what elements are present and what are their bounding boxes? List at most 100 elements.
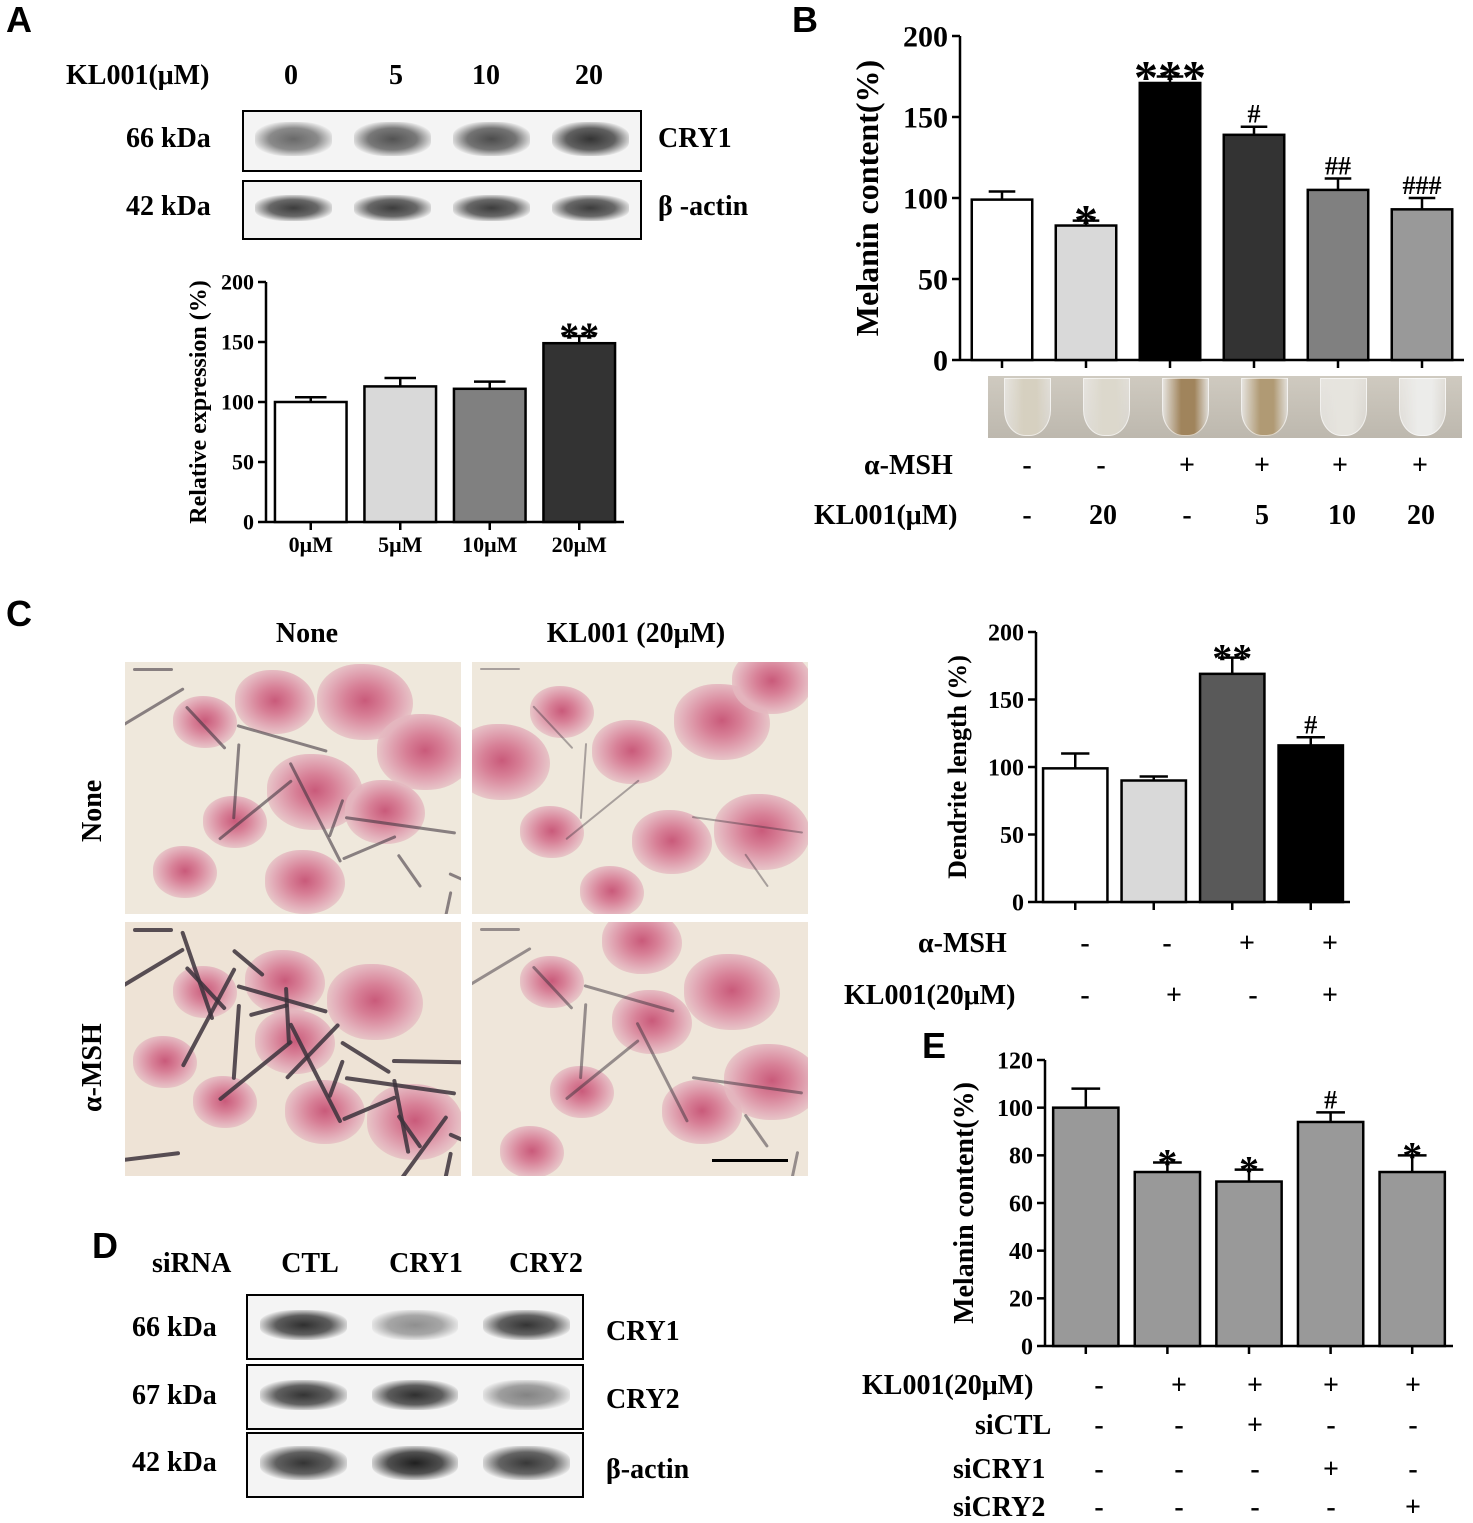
panel-e-row-label: siCTL bbox=[975, 1410, 1052, 1441]
y-tick-label: 150 bbox=[221, 330, 254, 355]
chart-e: 0 20 40 60 80 100 120 Melanin content(%) * * # * bbox=[949, 1048, 1453, 1360]
tube bbox=[1082, 378, 1131, 436]
panel-c-cell: + bbox=[1239, 928, 1255, 959]
panel-c-cell: + bbox=[1322, 928, 1338, 959]
x-tick-label: 5μM bbox=[378, 532, 422, 557]
dendrite bbox=[437, 891, 453, 914]
chart-a: 0 50 100 150 200 Relative expression (%) 0μM 5μ… bbox=[186, 270, 624, 557]
panel-a-band-kda: 66 kDa bbox=[126, 123, 211, 154]
cell bbox=[472, 723, 550, 801]
panel-b-cell: - bbox=[1182, 500, 1192, 531]
y-axis-label: Relative expression (%) bbox=[186, 280, 212, 524]
panel-a-dose-label: 5 bbox=[389, 60, 403, 91]
y-axis-label: Dendrite length (%) bbox=[943, 655, 972, 879]
cell bbox=[500, 1126, 564, 1176]
panel-c-cell: + bbox=[1322, 980, 1338, 1011]
blot-band bbox=[482, 1380, 570, 1410]
panel-letter-a: A bbox=[6, 0, 32, 40]
tube bbox=[1319, 378, 1368, 436]
blot-band bbox=[353, 195, 432, 221]
cell bbox=[592, 720, 672, 784]
y-tick-label: 0 bbox=[243, 510, 254, 535]
y-tick-label: 0 bbox=[1012, 890, 1024, 912]
blot-band bbox=[551, 122, 630, 156]
blot-strip-cry2 bbox=[246, 1364, 584, 1430]
y-axis-label: Melanin content(%) bbox=[949, 1082, 980, 1324]
bar bbox=[1215, 1180, 1283, 1348]
y-tick-label: 120 bbox=[997, 1048, 1033, 1074]
y-tick-label: 200 bbox=[988, 620, 1024, 646]
panel-e-cell: + bbox=[1405, 1492, 1421, 1523]
panel-b-row-label: KL001(μM) bbox=[814, 500, 958, 531]
y-tick-label: 100 bbox=[988, 755, 1024, 781]
micrograph-amsh-none bbox=[125, 922, 461, 1176]
panel-a-dose-label: 20 bbox=[575, 60, 603, 91]
cell bbox=[580, 866, 644, 914]
panel-e-row-label: KL001(20μM) bbox=[862, 1370, 1034, 1401]
bar bbox=[1378, 1170, 1447, 1348]
panel-a-band-protein: β -actin bbox=[658, 191, 749, 222]
significance-label: * bbox=[1239, 1148, 1259, 1193]
y-tick-label: 150 bbox=[903, 102, 948, 135]
bar bbox=[1120, 779, 1188, 904]
panel-d-band-protein: CRY2 bbox=[606, 1384, 680, 1415]
panel-d-band-kda: 42 kDa bbox=[132, 1447, 217, 1478]
panel-b-cell: 5 bbox=[1255, 500, 1269, 531]
cell bbox=[612, 990, 692, 1054]
panel-c-cell: + bbox=[1166, 980, 1182, 1011]
tube bbox=[1003, 378, 1052, 436]
y-tick-label: 100 bbox=[903, 183, 948, 216]
panel-e-cell: - bbox=[1326, 1492, 1336, 1523]
y-tick-label: 200 bbox=[221, 270, 254, 295]
cell bbox=[377, 713, 461, 791]
panel-e-cell: - bbox=[1174, 1410, 1184, 1441]
bar bbox=[1306, 188, 1370, 362]
micrograph-row-label: α-MSH bbox=[77, 1023, 108, 1112]
panel-e-cell: - bbox=[1250, 1492, 1260, 1523]
significance-label: * bbox=[1402, 1133, 1422, 1178]
cell bbox=[520, 956, 584, 1008]
blot-band bbox=[260, 1310, 348, 1340]
y-tick-label: 50 bbox=[918, 264, 948, 297]
x-tick-label: 20μM bbox=[552, 532, 607, 557]
dendrite bbox=[133, 668, 173, 671]
panel-d-lane-label: CRY1 bbox=[389, 1248, 463, 1279]
panel-e-cell: - bbox=[1094, 1370, 1104, 1401]
blot-band bbox=[371, 1380, 459, 1410]
y-tick-label: 20 bbox=[1009, 1287, 1033, 1313]
y-axis-label: Melanin content(%) bbox=[849, 60, 885, 336]
panel-e-cell: - bbox=[1094, 1454, 1104, 1485]
panel-d-band-kda: 67 kDa bbox=[132, 1380, 217, 1411]
y-tick-label: 40 bbox=[1009, 1239, 1033, 1265]
significance-label: * bbox=[1074, 195, 1098, 248]
dendrite bbox=[396, 853, 423, 889]
blot-strip-cry1 bbox=[242, 110, 642, 172]
blot-band bbox=[482, 1446, 570, 1480]
tube bbox=[1240, 378, 1289, 436]
panel-b-cell: - bbox=[1096, 450, 1106, 481]
blot-band bbox=[551, 195, 630, 221]
panel-c-cell: - bbox=[1080, 928, 1090, 959]
micrograph-col-label: KL001 (20μM) bbox=[546, 618, 726, 649]
micrograph-col-label: None bbox=[275, 618, 339, 649]
significance-label: ### bbox=[1403, 171, 1442, 200]
cell bbox=[327, 963, 423, 1041]
panel-d-header-label: siRNA bbox=[152, 1248, 232, 1279]
panel-b-cell: 10 bbox=[1328, 500, 1356, 531]
panel-c-cell: - bbox=[1248, 980, 1258, 1011]
panel-b-cell: + bbox=[1254, 450, 1270, 481]
dendrite bbox=[480, 928, 520, 931]
blot-band bbox=[371, 1446, 459, 1480]
panel-letter-c: C bbox=[6, 593, 32, 634]
micrograph-none-none bbox=[125, 662, 461, 914]
tube bbox=[1398, 378, 1447, 436]
panel-a-dose-label: 0 bbox=[284, 60, 298, 91]
micrograph-row-label: None bbox=[77, 779, 108, 842]
significance-label: ** bbox=[1212, 636, 1252, 681]
blot-band bbox=[254, 195, 333, 221]
panel-e-cell: + bbox=[1323, 1454, 1339, 1485]
bar bbox=[1133, 1170, 1202, 1348]
panel-e-cell: - bbox=[1408, 1454, 1418, 1485]
panel-e-cell: - bbox=[1094, 1410, 1104, 1441]
significance-label: ** bbox=[559, 314, 599, 359]
